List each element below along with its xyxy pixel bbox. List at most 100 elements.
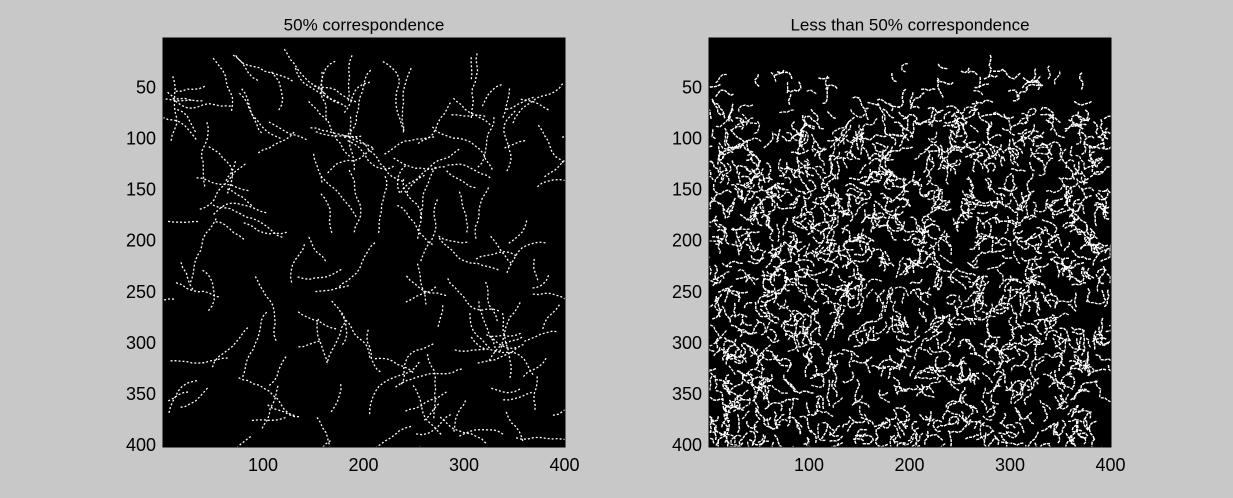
y-tick-label: 50 bbox=[136, 77, 156, 97]
edge bbox=[758, 378, 772, 385]
edge bbox=[721, 202, 735, 213]
x-tick-label: 100 bbox=[248, 455, 278, 475]
edge bbox=[796, 133, 807, 155]
edge bbox=[939, 143, 943, 160]
edge bbox=[1021, 378, 1029, 390]
edge bbox=[817, 321, 822, 337]
edge bbox=[1057, 267, 1073, 279]
edge bbox=[1044, 313, 1057, 330]
edge bbox=[735, 117, 745, 124]
edge bbox=[1104, 190, 1111, 195]
edge bbox=[257, 131, 295, 154]
edge bbox=[828, 424, 842, 436]
edge bbox=[1064, 224, 1083, 236]
edge bbox=[835, 215, 839, 228]
edge bbox=[750, 198, 767, 212]
edge bbox=[899, 344, 914, 351]
edge bbox=[1070, 213, 1076, 225]
edge bbox=[854, 192, 862, 206]
edge bbox=[423, 401, 441, 421]
edge bbox=[1049, 288, 1059, 308]
edge bbox=[1033, 254, 1042, 273]
edge bbox=[818, 193, 830, 199]
edge bbox=[1000, 342, 1013, 359]
edge bbox=[956, 269, 976, 276]
edge bbox=[724, 174, 730, 185]
edge bbox=[241, 88, 281, 139]
edge bbox=[822, 300, 841, 306]
edge bbox=[733, 142, 754, 153]
edge bbox=[1025, 83, 1045, 89]
edge bbox=[405, 275, 449, 297]
edge bbox=[1029, 229, 1047, 240]
edge bbox=[731, 160, 739, 175]
edge bbox=[760, 214, 771, 227]
edge bbox=[712, 279, 723, 287]
edge bbox=[871, 210, 881, 230]
edge bbox=[962, 121, 968, 136]
edge bbox=[1035, 226, 1044, 235]
edge bbox=[782, 283, 794, 288]
edge bbox=[853, 428, 868, 444]
edge bbox=[954, 117, 961, 140]
edge bbox=[994, 196, 999, 208]
edge bbox=[773, 434, 787, 447]
edge bbox=[405, 284, 438, 303]
edge bbox=[1077, 131, 1087, 139]
edge bbox=[853, 267, 865, 281]
edge bbox=[1072, 388, 1087, 401]
edge bbox=[1011, 278, 1023, 284]
edge bbox=[727, 355, 742, 363]
edge bbox=[936, 77, 955, 86]
edge bbox=[842, 255, 850, 264]
edge bbox=[1093, 244, 1099, 255]
edge bbox=[454, 348, 485, 352]
edge bbox=[850, 356, 873, 364]
edge bbox=[829, 192, 842, 204]
edge bbox=[966, 70, 978, 76]
edge bbox=[1070, 390, 1091, 401]
edge bbox=[1044, 118, 1054, 131]
edge bbox=[799, 415, 813, 434]
edge bbox=[942, 402, 956, 421]
edge bbox=[866, 101, 879, 106]
edge bbox=[753, 393, 760, 413]
edge bbox=[178, 387, 208, 409]
edge bbox=[841, 371, 855, 384]
edge bbox=[1010, 363, 1027, 372]
edge bbox=[1098, 265, 1106, 285]
edge bbox=[748, 158, 759, 176]
edge bbox=[475, 250, 517, 260]
edge bbox=[741, 342, 757, 355]
edge bbox=[965, 152, 984, 158]
edge bbox=[921, 226, 928, 245]
edge bbox=[1081, 141, 1087, 155]
edge bbox=[882, 196, 893, 203]
edge bbox=[770, 273, 782, 281]
edge bbox=[930, 147, 941, 152]
edge bbox=[993, 236, 1012, 246]
edge bbox=[1012, 237, 1024, 242]
edge bbox=[887, 408, 898, 422]
edge bbox=[735, 231, 743, 253]
edge bbox=[1051, 381, 1074, 391]
edge bbox=[958, 367, 964, 382]
edge bbox=[713, 293, 723, 304]
edge bbox=[170, 76, 178, 141]
edge bbox=[973, 291, 986, 295]
edge bbox=[895, 196, 912, 207]
edge bbox=[1034, 301, 1041, 312]
edge bbox=[723, 380, 731, 396]
edge bbox=[834, 304, 840, 316]
edge bbox=[211, 327, 249, 368]
edge bbox=[828, 264, 838, 277]
edge bbox=[801, 114, 808, 138]
edge bbox=[902, 262, 909, 276]
edge bbox=[1084, 337, 1092, 348]
edge bbox=[968, 262, 979, 269]
edge bbox=[975, 295, 984, 313]
edge bbox=[971, 299, 982, 319]
edge bbox=[966, 259, 978, 267]
edge bbox=[844, 284, 849, 296]
edge bbox=[885, 168, 892, 186]
